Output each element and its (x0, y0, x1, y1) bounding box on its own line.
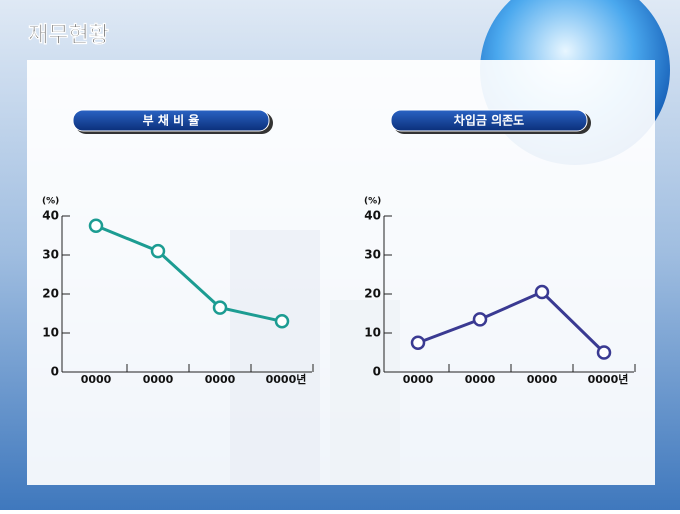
x-tick-label: 0000년 (588, 372, 629, 386)
x-tick-label: 0000 (403, 373, 434, 386)
point (274, 314, 290, 329)
y-tick-label: 30 (364, 248, 381, 262)
y-tick-label: 0 (51, 365, 59, 379)
building (230, 230, 320, 485)
y-tick-label: 30 (42, 248, 59, 262)
y-tick-label: 20 (42, 287, 59, 301)
x-tick-label: 0000 (205, 373, 236, 386)
point (410, 335, 426, 350)
point (88, 218, 104, 233)
y-tick-label: 40 (42, 209, 59, 223)
page-title: 재무현황 (28, 23, 109, 48)
line (95, 224, 283, 323)
y-axis-label: (%) (42, 197, 59, 207)
chart-title: 부 채 비 율 (143, 113, 200, 128)
chart-title: 차입금 의존도 (454, 113, 524, 128)
x-tick-label: 0000 (527, 373, 558, 386)
line (417, 290, 606, 354)
y-tick-label: 20 (364, 287, 381, 301)
y-tick-label: 40 (364, 209, 381, 223)
point (150, 243, 166, 259)
x-tick-label: 0000 (81, 373, 112, 386)
point (472, 312, 488, 327)
point (596, 345, 612, 360)
y-tick-label: 10 (364, 326, 381, 340)
title-pill (72, 109, 270, 132)
x-tick-label: 0000년 (266, 372, 307, 386)
title-pill (390, 109, 588, 132)
building (330, 300, 400, 485)
point (534, 284, 550, 300)
y-axis-label: (%) (364, 197, 381, 207)
point (212, 300, 228, 315)
y-tick-label: 10 (42, 326, 59, 340)
y-tick-label: 0 (373, 365, 381, 379)
x-tick-label: 0000 (143, 373, 174, 386)
x-tick-label: 0000 (465, 373, 496, 386)
